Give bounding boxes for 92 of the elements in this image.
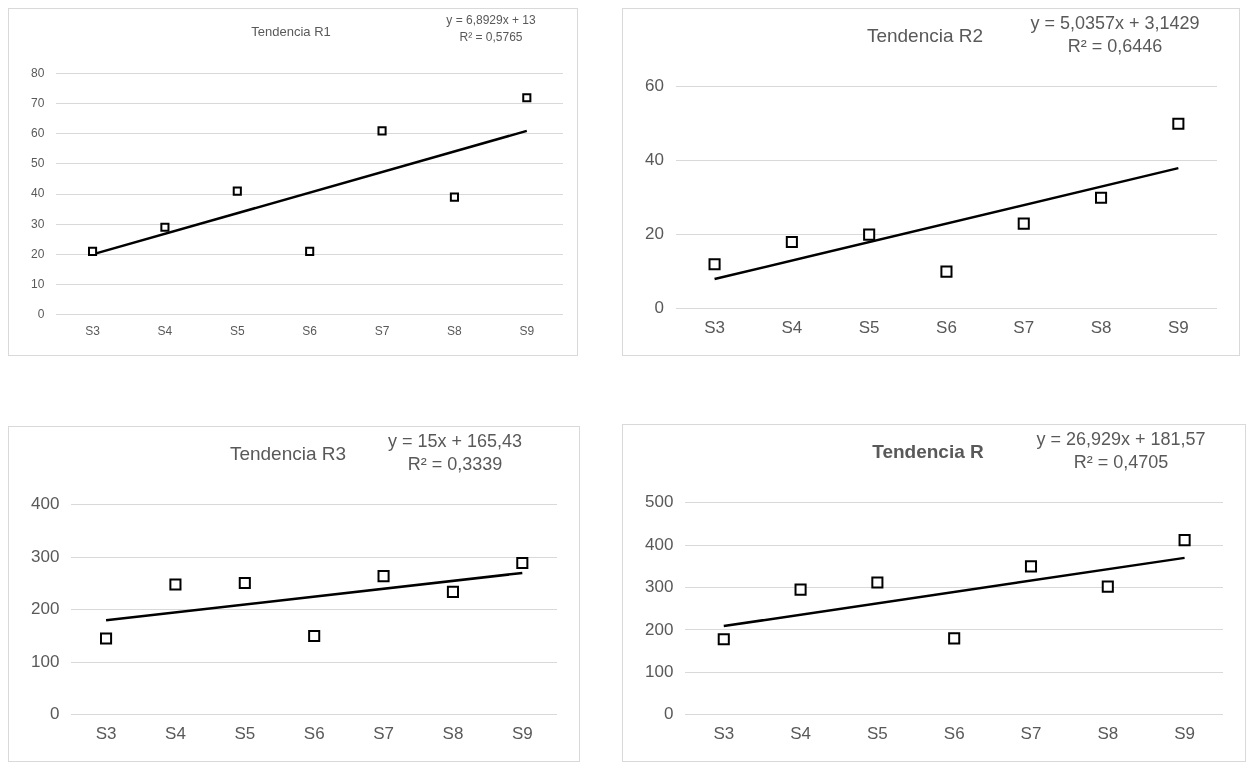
point [1017, 217, 1030, 230]
chart-title: Tendencia R1 [251, 24, 331, 40]
text: R² = 0,6446 [1067, 35, 1163, 56]
y-tick-label: 500 [644, 492, 674, 512]
y-tick-label: 100 [644, 661, 674, 681]
y-tick-label: 30 [30, 216, 45, 231]
point [377, 126, 387, 136]
point [238, 576, 251, 589]
point [160, 222, 170, 232]
point [708, 258, 721, 271]
x-tick-label: S3 [95, 724, 117, 744]
point [794, 583, 807, 596]
y-tick-label: 40 [644, 150, 664, 170]
x-tick-label: S8 [1097, 724, 1119, 744]
y-tick-label: 400 [30, 494, 60, 514]
x-tick-label: S3 [85, 324, 101, 339]
x-tick-label: S5 [866, 724, 888, 744]
point [232, 186, 242, 196]
point [100, 632, 113, 645]
point [377, 570, 390, 583]
text: R² = 0,5765 [459, 30, 523, 45]
y-tick-label: 80 [30, 65, 45, 80]
point [169, 578, 182, 591]
point [940, 265, 953, 278]
point [785, 236, 798, 249]
point [87, 246, 98, 256]
text: y = 15x + 165,43 [387, 430, 523, 451]
text: y = 26,929x + 181,57 [1036, 428, 1206, 449]
x-tick-label: S6 [303, 724, 325, 744]
x-tick-label: S7 [373, 724, 394, 744]
y-tick-label: 70 [30, 96, 45, 111]
x-tick-label: S9 [519, 324, 535, 339]
text: y = 5,0357x + 3,1429 [1030, 12, 1200, 33]
y-tick-label: 200 [30, 599, 60, 619]
y-tick-label: 0 [663, 704, 674, 724]
point [1095, 191, 1108, 204]
x-tick-label: S6 [943, 724, 965, 744]
x-tick-label: S7 [374, 324, 390, 339]
y-tick-label: 20 [644, 224, 664, 244]
y-tick-label: 20 [30, 246, 45, 261]
x-tick-label: S5 [858, 318, 880, 338]
point [516, 556, 529, 570]
x-tick-label: S6 [302, 324, 318, 339]
x-tick-label: S9 [1174, 724, 1195, 744]
y-tick-label: 400 [644, 534, 674, 554]
y-tick-label: 0 [654, 298, 664, 318]
point [305, 246, 315, 256]
x-tick-label: S8 [442, 724, 464, 744]
y-tick-label: 300 [30, 546, 60, 566]
x-tick-label: S9 [511, 724, 533, 744]
y-tick-label: 0 [49, 704, 60, 724]
point [1024, 560, 1038, 573]
chart-title: Tendencia R3 [229, 442, 347, 464]
text: R² = 0,3339 [407, 453, 503, 474]
x-tick-label: S6 [936, 318, 957, 338]
point [1101, 580, 1114, 593]
point [522, 93, 532, 103]
chart-title: Tendencia R2 [866, 24, 984, 46]
point [446, 585, 459, 598]
y-tick-label: 40 [30, 186, 45, 201]
x-tick-label: S4 [157, 324, 173, 339]
x-tick-label: S8 [1090, 318, 1112, 338]
y-tick-label: 60 [644, 76, 664, 96]
text: y = 6,8929x + 13 [446, 13, 537, 28]
y-tick-label: 200 [644, 619, 674, 639]
y-tick-label: 300 [644, 577, 674, 597]
point [948, 632, 961, 645]
point [871, 576, 884, 589]
point [717, 633, 730, 646]
x-tick-label: S9 [1167, 318, 1189, 338]
x-tick-label: S7 [1020, 724, 1042, 744]
x-tick-label: S5 [234, 724, 256, 744]
chart-title: Tendencia R [872, 440, 985, 462]
text: R² = 0,4705 [1073, 451, 1169, 472]
point [863, 228, 876, 241]
x-tick-label: S5 [229, 324, 245, 339]
y-tick-label: 10 [30, 276, 45, 291]
x-tick-label: S3 [704, 318, 725, 338]
point [308, 629, 321, 642]
point [449, 192, 459, 202]
x-tick-label: S4 [781, 318, 803, 338]
x-tick-label: S4 [165, 724, 186, 744]
x-tick-label: S3 [713, 724, 735, 744]
x-tick-label: S7 [1013, 318, 1035, 338]
point [1178, 534, 1191, 547]
x-tick-label: S8 [447, 324, 463, 339]
point [1172, 117, 1185, 130]
y-tick-label: 100 [30, 651, 60, 671]
y-tick-label: 60 [30, 126, 45, 141]
x-tick-label: S4 [790, 724, 811, 744]
y-tick-label: 50 [30, 156, 45, 171]
y-tick-label: 0 [37, 306, 45, 321]
